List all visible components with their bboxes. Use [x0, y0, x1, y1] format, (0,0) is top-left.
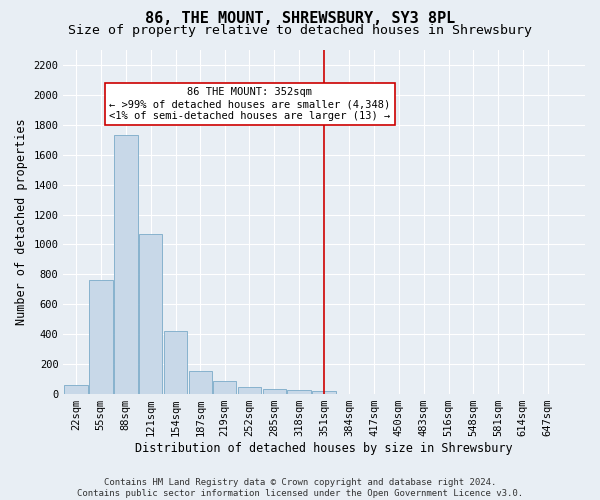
Bar	[139, 234, 163, 394]
Text: 86 THE MOUNT: 352sqm
← >99% of detached houses are smaller (4,348)
<1% of semi-d: 86 THE MOUNT: 352sqm ← >99% of detached …	[109, 88, 391, 120]
Text: Size of property relative to detached houses in Shrewsbury: Size of property relative to detached ho…	[68, 24, 532, 37]
Bar	[238, 386, 262, 394]
Bar	[212, 382, 236, 394]
Bar	[89, 280, 113, 394]
Bar	[64, 385, 88, 394]
Bar	[114, 136, 137, 394]
X-axis label: Distribution of detached houses by size in Shrewsbury: Distribution of detached houses by size …	[136, 442, 513, 455]
Bar	[287, 390, 311, 394]
Text: 86, THE MOUNT, SHREWSBURY, SY3 8PL: 86, THE MOUNT, SHREWSBURY, SY3 8PL	[145, 11, 455, 26]
Text: Contains HM Land Registry data © Crown copyright and database right 2024.
Contai: Contains HM Land Registry data © Crown c…	[77, 478, 523, 498]
Bar	[313, 391, 336, 394]
Bar	[164, 332, 187, 394]
Bar	[263, 389, 286, 394]
Y-axis label: Number of detached properties: Number of detached properties	[15, 118, 28, 326]
Bar	[188, 371, 212, 394]
